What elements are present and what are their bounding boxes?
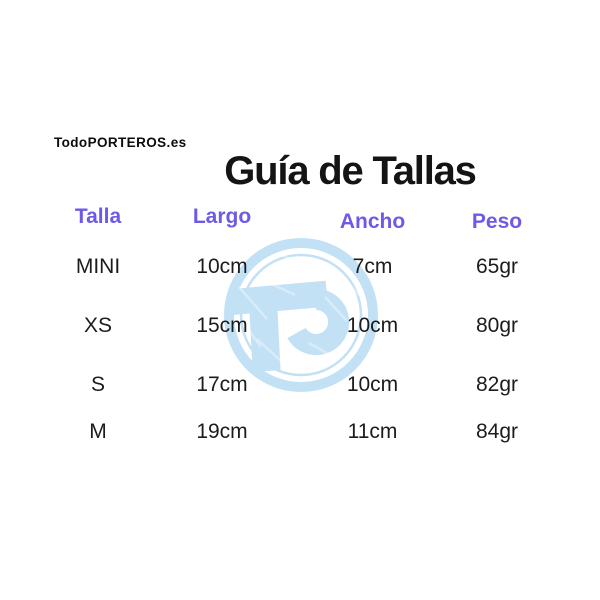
page-title: Guía de Tallas (224, 149, 477, 193)
cell-peso-xs: 80gr (475, 314, 519, 337)
tp-monogram (228, 280, 350, 372)
cell-peso-m: 84gr (475, 420, 519, 443)
cell-largo-mini: 10cm (196, 255, 248, 278)
cell-talla-mini: MINI (75, 255, 121, 278)
cell-ancho-xs: 10cm (346, 314, 399, 337)
watermark-texture (238, 253, 360, 362)
cell-talla-m: M (89, 420, 107, 443)
tp-watermark-icon (224, 238, 378, 392)
cell-largo-s: 17cm (196, 373, 248, 396)
cell-ancho-s: 10cm (346, 373, 399, 396)
cell-peso-mini: 65gr (475, 255, 519, 278)
cell-talla-xs: XS (83, 314, 112, 337)
cell-peso-s: 82gr (475, 373, 519, 396)
column-header-talla: Talla (74, 205, 122, 228)
cell-ancho-mini: 7cm (352, 255, 393, 278)
cell-talla-s: S (90, 373, 105, 396)
column-header-peso: Peso (471, 210, 523, 233)
brand-logo: TodoPORTEROS.es (54, 135, 187, 150)
cell-ancho-m: 11cm (347, 420, 398, 443)
column-header-ancho: Ancho (339, 210, 406, 233)
cell-largo-m: 19cm (196, 420, 248, 443)
cell-largo-xs: 15cm (196, 314, 248, 337)
column-header-largo: Largo (192, 205, 252, 228)
